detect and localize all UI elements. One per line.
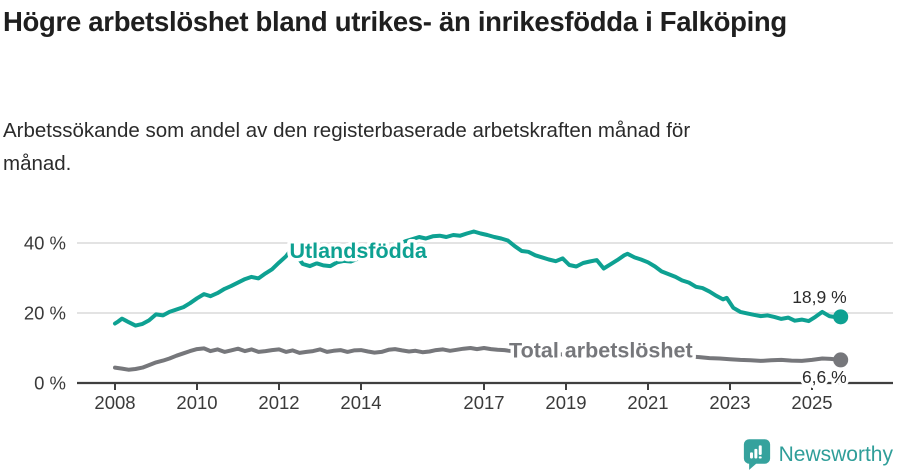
x-tick-label: 2023 <box>709 392 750 413</box>
series-line-utlandsfodda <box>113 229 843 328</box>
series-end-dot-utlandsfodda <box>833 309 849 325</box>
x-tick-label: 2017 <box>463 392 504 413</box>
unemployment-line-chart: 0 % 20 % 40 % 2008 2010 2012 2014 2017 2019 2021 2… <box>24 229 893 413</box>
end-value-label-utlandsfodda: 18,9 % <box>792 287 846 307</box>
y-tick-label: 0 % <box>34 373 66 394</box>
newsworthy-logo-icon <box>743 439 770 470</box>
y-tick-label: 20 % <box>24 303 66 324</box>
x-tick-label: 2014 <box>340 392 381 413</box>
x-tick-label: 2021 <box>627 392 668 413</box>
brand-name: Newsworthy <box>778 442 893 466</box>
chart-title: Högre arbetslöshet bland utrikes- än inr… <box>3 6 787 37</box>
x-tick-label: 2019 <box>545 392 586 413</box>
series-label-utlandsfodda: Utlandsfödda <box>289 239 427 263</box>
y-tick-label: 40 % <box>24 233 66 254</box>
series-label-total: Total arbetslöshet <box>509 338 693 362</box>
series-line-total <box>113 346 843 372</box>
chart-subtitle: Arbetssökande som andel av den registerb… <box>3 119 691 175</box>
end-value-label-total: 6,6 % <box>802 367 847 387</box>
x-tick-label: 2008 <box>94 392 135 413</box>
x-tick-label: 2010 <box>176 392 217 413</box>
x-tick-label: 2025 <box>791 392 832 413</box>
x-tick-label: 2012 <box>258 392 299 413</box>
brand-footer: Newsworthy <box>743 438 893 471</box>
series-end-dot-total <box>833 352 849 368</box>
